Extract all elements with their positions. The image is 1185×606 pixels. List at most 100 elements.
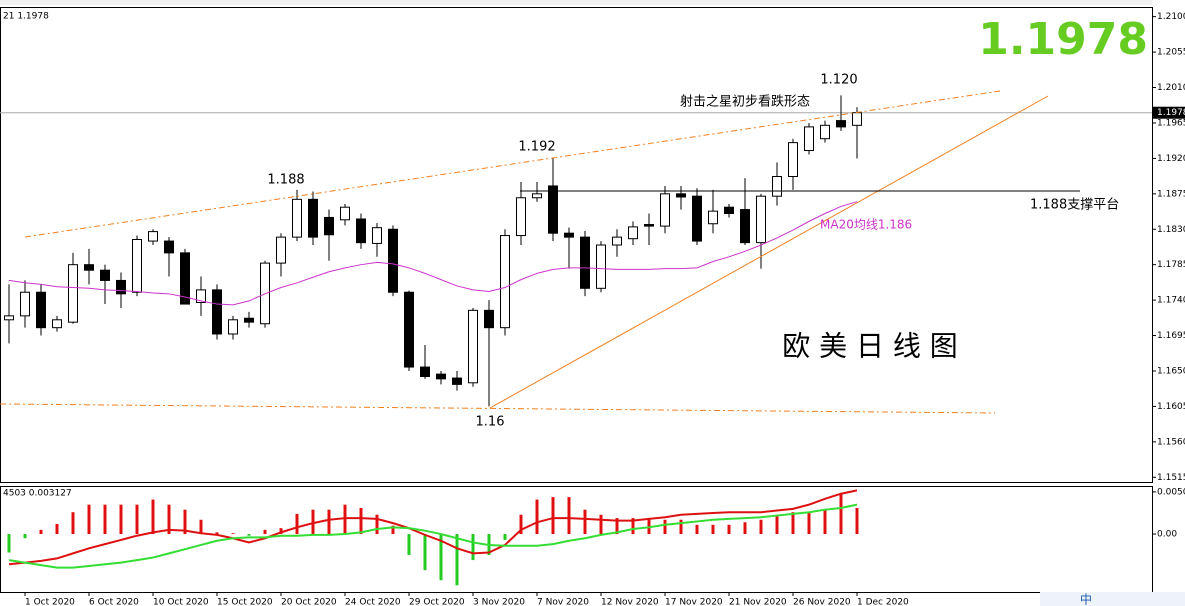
candle-body bbox=[820, 124, 830, 140]
histogram-bar bbox=[807, 512, 811, 535]
histogram-bar bbox=[615, 518, 619, 535]
main-header: 21 1.1978 bbox=[3, 12, 49, 22]
x-tick-label: 20 Oct 2020 bbox=[281, 598, 337, 606]
histogram-bar bbox=[87, 504, 91, 535]
histogram-bar bbox=[7, 534, 11, 553]
candle-body bbox=[308, 198, 318, 238]
resistance-trend bbox=[24, 90, 1001, 238]
candle-body bbox=[628, 226, 638, 240]
candle-body bbox=[612, 236, 622, 246]
toolbar bbox=[0, 0, 1152, 5]
y-tick-label: 1.1560 bbox=[1157, 437, 1185, 447]
candle-body bbox=[84, 264, 94, 271]
histogram-bar bbox=[439, 534, 443, 581]
annotation: 欧 美 日 线 图 bbox=[782, 330, 958, 363]
ime-label[interactable]: 中 bbox=[1080, 592, 1092, 606]
candle-body bbox=[804, 126, 814, 152]
histogram-bar bbox=[823, 509, 827, 535]
histogram-bar bbox=[455, 534, 459, 586]
annotation: 1.188 bbox=[267, 173, 304, 188]
candle-body bbox=[276, 236, 286, 264]
candle-body bbox=[660, 193, 670, 227]
y-tick-label: 1.1875 bbox=[1157, 189, 1185, 199]
candle-body bbox=[324, 216, 334, 236]
y-tick-label: 1.1515 bbox=[1157, 473, 1185, 483]
candle-body bbox=[740, 209, 750, 244]
candle-body bbox=[340, 206, 350, 221]
annotation: 1.192 bbox=[518, 140, 555, 155]
histogram-bar bbox=[183, 509, 187, 535]
candle-body bbox=[596, 244, 606, 289]
histogram-bar bbox=[375, 514, 379, 535]
candle-body bbox=[676, 193, 686, 198]
candle-body bbox=[468, 309, 478, 384]
y-tick-label: 1.2100 bbox=[1157, 12, 1185, 22]
histogram-bar bbox=[679, 519, 683, 535]
histogram-bar bbox=[599, 514, 603, 535]
x-tick-label: 26 Nov 2020 bbox=[793, 598, 851, 606]
histogram-bar bbox=[423, 534, 427, 571]
y-tick-label: 1.1965 bbox=[1157, 118, 1185, 128]
candle-body bbox=[148, 231, 158, 242]
y-tick-label: 1.1830 bbox=[1157, 225, 1185, 235]
y-tick-label: 1.2055 bbox=[1157, 48, 1185, 58]
y-tick-label: 1.1695 bbox=[1157, 331, 1185, 341]
macd-header: 4503 0.003127 bbox=[3, 489, 72, 499]
histogram-bar bbox=[519, 514, 523, 535]
histogram-bar bbox=[119, 504, 123, 535]
current-price-label: 1.1978 bbox=[1157, 108, 1185, 118]
histogram-bar bbox=[103, 504, 107, 535]
candle-body bbox=[36, 291, 46, 329]
candle-body bbox=[756, 195, 766, 244]
candle-body bbox=[548, 185, 558, 234]
histogram-bar bbox=[407, 534, 411, 556]
histogram-bar bbox=[327, 509, 331, 535]
x-tick-label: 15 Oct 2020 bbox=[217, 598, 273, 606]
candle-body bbox=[388, 228, 398, 293]
candle-body bbox=[52, 319, 62, 329]
y-tick-label: 0.00502 bbox=[1157, 487, 1185, 497]
candle-body bbox=[356, 218, 366, 244]
histogram-bar bbox=[71, 512, 75, 535]
histogram-bar bbox=[471, 534, 475, 561]
x-tick-label: 7 Nov 2020 bbox=[537, 598, 589, 606]
candle-body bbox=[852, 112, 862, 126]
candle-body bbox=[292, 198, 302, 238]
candle-body bbox=[180, 252, 190, 305]
candle-body bbox=[116, 279, 126, 295]
annotation: 射击之星初步看跌形态 bbox=[680, 94, 810, 110]
ma-line bbox=[8, 201, 858, 306]
current-price-box bbox=[1153, 106, 1185, 119]
histogram-bar bbox=[215, 532, 219, 535]
histogram-bar bbox=[231, 533, 235, 535]
histogram-bar bbox=[759, 519, 763, 535]
candle-body bbox=[212, 289, 222, 335]
histogram-bar bbox=[855, 508, 859, 535]
x-tick-label: 12 Nov 2020 bbox=[601, 598, 659, 606]
histogram-bar bbox=[295, 513, 299, 535]
histogram-bar bbox=[247, 534, 251, 536]
histogram-bar bbox=[23, 534, 27, 539]
annotation: 1.16 bbox=[476, 415, 505, 430]
candle-body bbox=[580, 236, 590, 289]
histogram-bar bbox=[263, 529, 267, 535]
x-tick-label: 6 Oct 2020 bbox=[89, 598, 139, 606]
candle-body bbox=[532, 193, 542, 199]
histogram-bar bbox=[743, 522, 747, 535]
macd-line bbox=[8, 503, 858, 569]
candle-body bbox=[404, 291, 414, 368]
histogram-bar bbox=[39, 529, 43, 535]
x-tick-label: 3 Nov 2020 bbox=[473, 598, 525, 606]
y-tick-label: 1.1605 bbox=[1157, 402, 1185, 412]
candle-body bbox=[100, 269, 110, 281]
histogram-bar bbox=[775, 514, 779, 535]
histogram-bar bbox=[567, 497, 571, 535]
histogram-bar bbox=[343, 504, 347, 535]
y-tick-label: 1.1740 bbox=[1157, 296, 1185, 306]
candle-body bbox=[500, 235, 510, 329]
histogram-bar bbox=[359, 508, 363, 535]
main-panel bbox=[0, 7, 1153, 483]
